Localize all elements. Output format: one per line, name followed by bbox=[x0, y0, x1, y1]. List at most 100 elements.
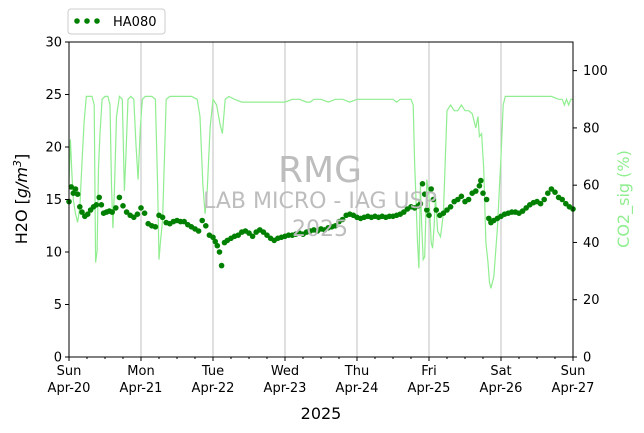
h2o-point bbox=[486, 215, 492, 222]
h2o-point bbox=[424, 207, 430, 213]
h2o-point bbox=[428, 186, 435, 192]
x-tick-label-day: Fri bbox=[421, 364, 437, 379]
y-tick-label: 10 bbox=[45, 246, 62, 261]
watermark-year: 2025 bbox=[292, 217, 348, 242]
h2o-point bbox=[120, 203, 126, 209]
y2-tick-label: 60 bbox=[583, 179, 600, 194]
h2o-point bbox=[70, 190, 77, 196]
legend-label-ha080: HA080 bbox=[113, 15, 156, 30]
h2o-point bbox=[109, 209, 115, 215]
h2o-point bbox=[79, 209, 85, 215]
y2-tick-label: 0 bbox=[583, 351, 591, 366]
y-axis-title: H2O [g/m3] bbox=[11, 154, 31, 245]
h2o-point bbox=[159, 214, 166, 221]
h2o-point bbox=[96, 194, 102, 201]
legend-box bbox=[67, 8, 166, 35]
h2o-point bbox=[210, 234, 216, 241]
x-tick-label-date: Apr-21 bbox=[120, 381, 163, 396]
h2o-point bbox=[417, 200, 424, 207]
y-tick-label: 0 bbox=[54, 351, 62, 366]
x-tick-label-date: Apr-23 bbox=[264, 381, 307, 396]
x-tick-label-day: Sun bbox=[561, 364, 586, 379]
h2o-point bbox=[203, 223, 209, 229]
h2o-point bbox=[447, 204, 454, 210]
y2-tick-label: 40 bbox=[583, 236, 600, 251]
h2o-point bbox=[537, 200, 544, 207]
y-tick-label: 15 bbox=[45, 193, 62, 208]
watermark: RMG LAB MICRO - IAG USP 2025 bbox=[203, 150, 437, 242]
h2o-point bbox=[93, 202, 100, 208]
x-tick-label-date: Apr-20 bbox=[48, 381, 91, 396]
h2o-point bbox=[195, 228, 202, 234]
co2-series bbox=[68, 95, 573, 289]
y-tick-label: 5 bbox=[54, 298, 62, 313]
h2o-point bbox=[440, 210, 447, 216]
h2o-point bbox=[444, 207, 450, 213]
legend: HA080 bbox=[67, 8, 166, 35]
h2o-point bbox=[113, 205, 119, 211]
x-tick-label-day: Thu bbox=[344, 364, 369, 379]
h2o-point bbox=[84, 211, 91, 217]
x-tick-label-day: Mon bbox=[127, 364, 154, 379]
h2o-point bbox=[249, 233, 256, 240]
y2-tick-label: 100 bbox=[583, 64, 608, 79]
h2o-point bbox=[216, 249, 223, 255]
h2o-point bbox=[478, 177, 484, 184]
y-tick-label: 20 bbox=[45, 141, 62, 156]
y-tick-label: 30 bbox=[45, 36, 62, 51]
h2o-point bbox=[480, 190, 486, 196]
h2o-point bbox=[134, 211, 141, 217]
x-axis-title: 2025 bbox=[301, 404, 342, 423]
h2o-point bbox=[426, 212, 432, 219]
y-axis-left: 0 5 10 15 20 25 30 bbox=[45, 36, 69, 366]
h2o-point bbox=[74, 191, 81, 197]
h2o-point bbox=[214, 242, 221, 249]
h2o-point bbox=[199, 217, 205, 224]
h2o-point bbox=[476, 183, 483, 189]
h2o-point bbox=[68, 184, 74, 190]
y2-tick-label: 20 bbox=[583, 293, 600, 308]
h2o-point bbox=[552, 189, 558, 195]
h2o-point bbox=[541, 196, 547, 203]
x-tick-label-date: Apr-27 bbox=[552, 381, 595, 396]
x-tick-label-day: Sun bbox=[57, 364, 82, 379]
h2o-point bbox=[455, 196, 461, 203]
h2o-point bbox=[465, 196, 472, 203]
watermark-subtitle: LAB MICRO - IAG USP bbox=[203, 189, 437, 214]
y-tick-label: 25 bbox=[45, 88, 62, 103]
legend-marker-ha080 bbox=[74, 18, 100, 24]
co2-line bbox=[68, 95, 573, 289]
x-tick-label-day: Tue bbox=[201, 364, 224, 379]
h2o-point bbox=[77, 204, 83, 210]
x-tick-label-date: Apr-25 bbox=[408, 381, 451, 396]
h2o-point bbox=[116, 194, 123, 201]
y2-axis-title: CO2_sig (%) bbox=[614, 150, 634, 248]
x-tick-label-day: Sat bbox=[490, 364, 511, 379]
h2o-point bbox=[339, 216, 346, 223]
h2o-point bbox=[433, 207, 440, 213]
h2o-point bbox=[430, 196, 437, 203]
h2o-point bbox=[483, 196, 490, 203]
h2o-point bbox=[123, 209, 130, 215]
h2o-point bbox=[519, 208, 526, 214]
h2o-point bbox=[212, 238, 218, 245]
h2o-series bbox=[66, 177, 576, 269]
h2o-point bbox=[152, 224, 159, 230]
h2o-point bbox=[246, 230, 252, 236]
h2o-point bbox=[458, 193, 465, 200]
x-tick-label-date: Apr-26 bbox=[480, 381, 523, 396]
h2o-point bbox=[72, 186, 79, 192]
x-tick-label-date: Apr-22 bbox=[192, 381, 235, 396]
x-tick-label-date: Apr-24 bbox=[336, 381, 379, 396]
h2o-point bbox=[98, 202, 105, 208]
h2o-point bbox=[421, 191, 428, 197]
h2o-point bbox=[218, 262, 225, 269]
y-axis-right: 0 20 40 60 80 100 bbox=[573, 64, 608, 366]
h2o-point bbox=[473, 188, 479, 194]
h2o-point bbox=[559, 196, 565, 203]
x-axis: Sun Apr-20 Mon Apr-21 Tue Apr-22 Wed Apr-23 Thu A… bbox=[48, 357, 595, 396]
h2o-point bbox=[141, 210, 148, 216]
x-tick-label-day: Wed bbox=[271, 364, 299, 379]
y2-tick-label: 80 bbox=[583, 121, 600, 136]
